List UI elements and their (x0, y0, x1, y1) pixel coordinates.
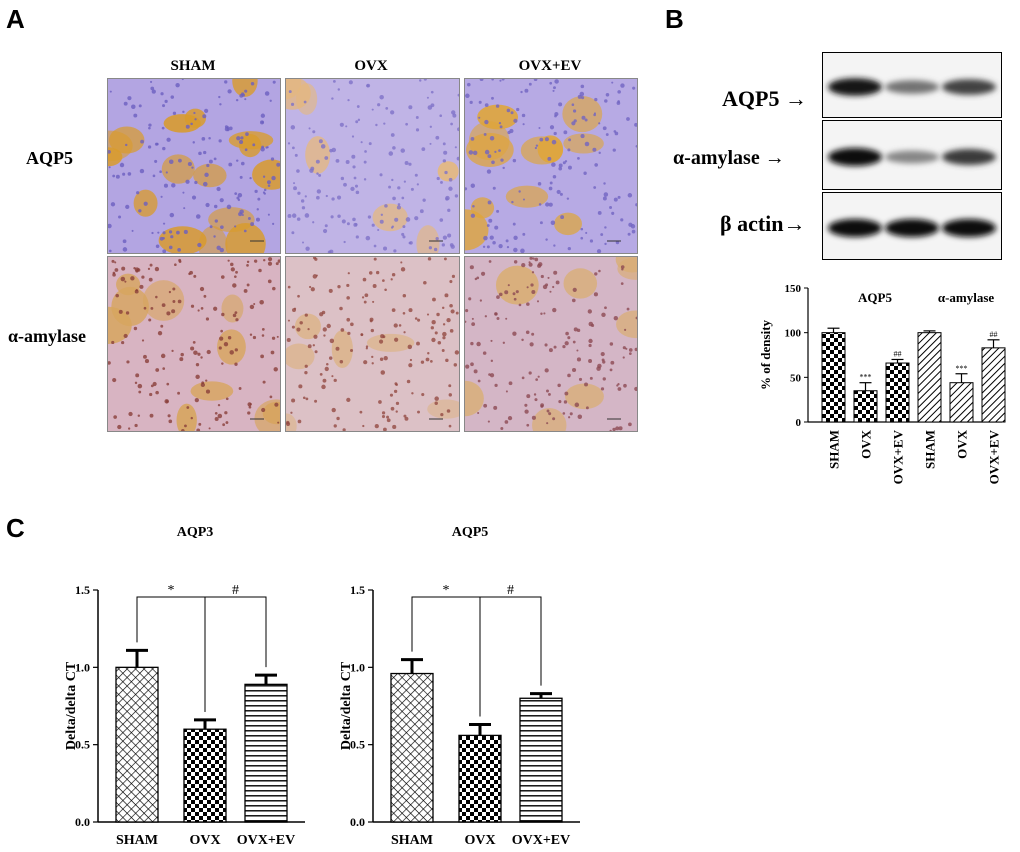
x-tick-label: OVX+EV (512, 833, 571, 848)
bar (390, 672, 434, 823)
chart-title: AQP3 (177, 525, 214, 540)
significance-label: * (443, 583, 450, 598)
panel-letter-a: A (6, 4, 25, 34)
bar (519, 697, 563, 823)
y-tick-label: 150 (785, 283, 802, 295)
micrograph-amylase-ovx (285, 256, 460, 432)
y-tick-label: 1.0 (350, 660, 365, 674)
panel-letter-b: B (665, 4, 684, 34)
x-tick-label: OVX (859, 429, 874, 459)
blot-band (828, 78, 882, 96)
significance-marker: ## (990, 330, 998, 339)
x-tick-label: SHAM (923, 430, 938, 469)
chart-title: AQP5 (452, 525, 489, 540)
y-tick-label: 0 (796, 417, 802, 429)
significance-label: * (168, 583, 175, 598)
bar (885, 362, 910, 423)
y-tick-label: 100 (785, 328, 802, 340)
blot-band (885, 219, 939, 237)
bar (853, 390, 878, 423)
bar (949, 382, 974, 423)
blot-band (828, 219, 882, 237)
bar (115, 666, 159, 823)
group-label-alpha-amylase: α-amylase (938, 290, 995, 305)
y-tick-label: 1.0 (75, 660, 90, 674)
blot-strip-beta-actin (822, 192, 1002, 260)
x-tick-label: SHAM (827, 430, 842, 469)
bar (917, 332, 942, 423)
x-tick-label: OVX (189, 833, 220, 848)
x-tick-label: SHAM (391, 833, 433, 848)
significance-bracket (204, 596, 267, 712)
significance-label: # (507, 583, 514, 598)
bar (981, 347, 1006, 423)
aqp5-bar-chart: AQP5 0.0 0.5 1.0 1.5 Delta/delta CT SHAM OVX OVX… (339, 525, 580, 848)
x-tick-label: OVX+EV (891, 429, 906, 484)
bar (244, 683, 288, 823)
blot-band (885, 150, 939, 164)
blot-label-beta-actin: β actin→ (720, 211, 806, 236)
density-bar-chart: 0 50 100 150 % of density AQP5 α-amylase SHAM **… (758, 283, 1006, 484)
y-tick-label: 0.5 (350, 738, 365, 752)
x-tick-label: OVX+EV (987, 429, 1002, 484)
blot-label-alpha-amylase: α-amylase → (673, 147, 785, 169)
x-tick-label: OVX (464, 833, 495, 848)
micrograph-amylase-sham (107, 256, 281, 432)
bar (458, 734, 502, 823)
y-tick-label: 50 (790, 372, 802, 384)
column-label-ovx: OVX (354, 58, 388, 74)
blot-band (942, 79, 996, 95)
x-tick-label: SHAM (116, 833, 158, 848)
y-tick-label: 0.0 (350, 815, 365, 829)
y-axis-label: Delta/delta CT (339, 661, 354, 750)
bar (821, 332, 846, 423)
blot-strip-aqp5 (822, 52, 1002, 118)
significance-marker: *** (956, 364, 968, 373)
group-label-aqp5: AQP5 (858, 290, 892, 305)
significance-marker: *** (860, 373, 872, 382)
blot-band (828, 148, 882, 166)
row-label-alpha-amylase: α-amylase (8, 326, 87, 346)
blot-label-aqp5: AQP5 → (722, 86, 807, 111)
blot-band (942, 219, 996, 237)
panel-letter-c: C (6, 513, 25, 543)
micrograph-amylase-ovx-ev (464, 256, 638, 432)
micrograph-aqp5-ovx (285, 78, 460, 254)
row-label-aqp5: AQP5 (26, 148, 73, 168)
column-label-sham: SHAM (170, 58, 216, 74)
x-tick-label: OVX (955, 429, 970, 459)
x-tick-label: OVX+EV (237, 833, 296, 848)
significance-bracket (479, 596, 542, 717)
y-tick-label: 0.0 (75, 815, 90, 829)
y-tick-label: 1.5 (75, 583, 90, 597)
blot-band (942, 149, 996, 165)
y-axis-label: Delta/delta CT (64, 661, 79, 750)
y-tick-label: 0.5 (75, 738, 90, 752)
significance-marker: ## (894, 349, 902, 358)
significance-label: # (232, 583, 239, 598)
aqp3-bar-chart: AQP3 0.0 0.5 1.0 1.5 Delta/delta CT SHAM OVX OVX… (64, 525, 305, 848)
micrograph-aqp5-sham (107, 78, 281, 254)
micrograph-aqp5-ovx-ev (464, 78, 638, 254)
blot-strip-alpha-amylase (822, 120, 1002, 190)
y-axis-label: % of density (758, 319, 773, 390)
bar (183, 728, 227, 823)
y-tick-label: 1.5 (350, 583, 365, 597)
blot-band (885, 80, 939, 94)
column-label-ovx-ev: OVX+EV (518, 58, 582, 74)
